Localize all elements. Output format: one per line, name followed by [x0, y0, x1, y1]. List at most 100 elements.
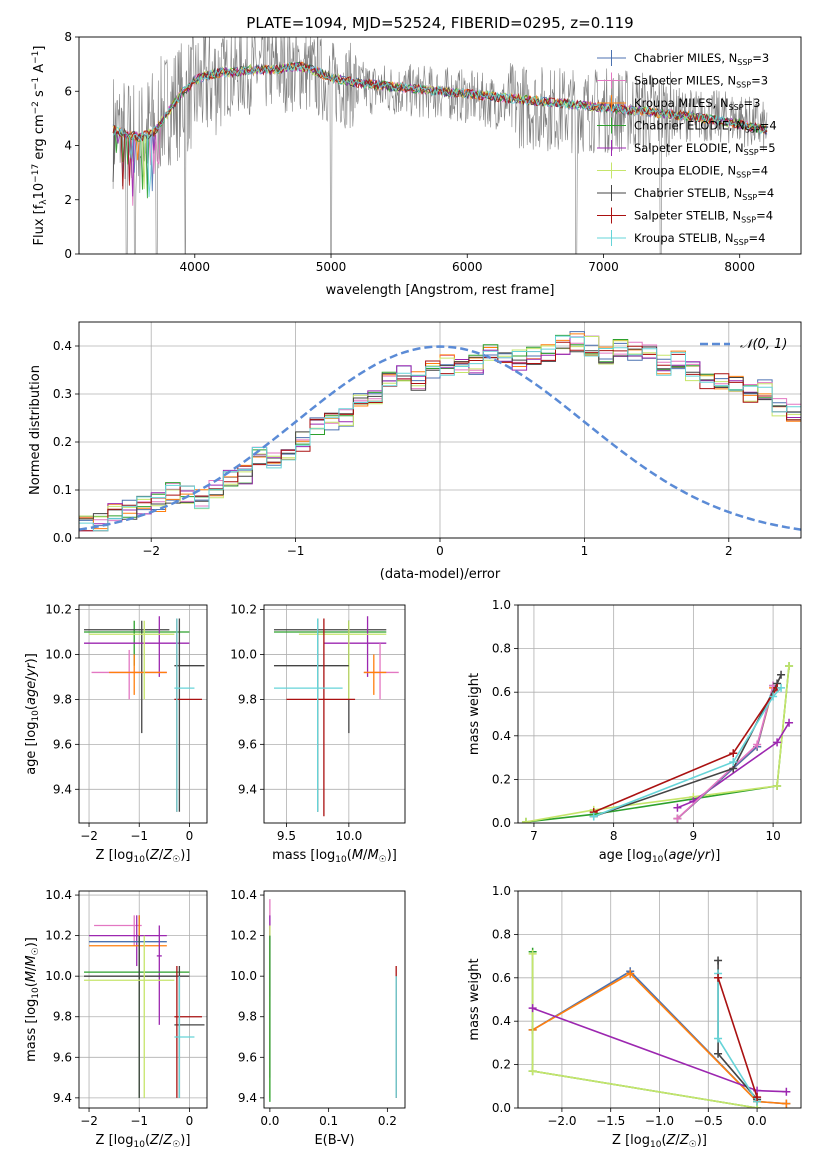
y-tick-label: 9.8 [53, 692, 72, 706]
errorbar-data [84, 616, 205, 812]
y-tick-label: 1.0 [492, 884, 511, 898]
massweight-line [677, 722, 790, 809]
x-tick-label: 6000 [452, 260, 483, 274]
x-axis-label: E(B-V) [314, 1133, 354, 1148]
legend-entry-label: 𝒩(0, 1) [740, 337, 787, 352]
axes-frame [78, 321, 802, 539]
x-tick-label: 9 [690, 829, 698, 843]
x-axis-label: mass [log10(M/M☉)] [272, 848, 397, 865]
massweight-marker [714, 1049, 723, 1058]
y-tick-label: 10.4 [230, 888, 257, 902]
histogram-step-chabrier-stelib [79, 346, 801, 520]
massweight-marker [673, 803, 682, 812]
figure-title: PLATE=1094, MJD=52524, FIBERID=0295, z=0… [246, 14, 633, 32]
x-tick-label: 0.1 [319, 1114, 338, 1128]
massweight-marker [729, 749, 738, 758]
massweight-line [531, 951, 758, 1108]
x-tick-label: 10 [765, 829, 780, 843]
massweight-marker [777, 670, 786, 679]
y-tick-label: 10.2 [230, 602, 257, 616]
y-tick-label: 10.0 [230, 647, 257, 661]
legend-entry-label: Chabrier ELODIE, NSSP=4 [634, 119, 777, 135]
x-tick-label: −2 [80, 1114, 98, 1128]
massweight-marker [753, 740, 762, 749]
y-tick-label: 9.6 [53, 1050, 72, 1064]
x-tick-label: 0.0 [260, 1114, 279, 1128]
x-tick-label: −2 [142, 544, 160, 558]
y-tick-label: 0.2 [492, 772, 511, 786]
x-tick-label: 0 [436, 544, 444, 558]
y-tick-label: 0.0 [492, 816, 511, 830]
x-tick-label: 0 [186, 1114, 194, 1128]
massweight-marker [769, 692, 778, 701]
y-tick-label: 2 [64, 193, 72, 207]
histogram-step-salpeter-miles [79, 341, 801, 522]
x-tick-label: −1 [130, 829, 148, 843]
massweight-line [525, 665, 790, 823]
y-tick-label: 9.8 [53, 1010, 72, 1024]
panel-mass_vs_EBV: 0.0 0.1 0.2 9.4 9.6 9.8 10.0 10.2 10.4 E(B-V) [230, 888, 406, 1148]
histogram-step-kroupa-elodie [79, 336, 801, 518]
massweight-marker [773, 738, 782, 747]
massweight-marker [714, 956, 723, 965]
x-tick-label: 0.2 [378, 1114, 397, 1128]
massweight-marker [528, 1067, 537, 1076]
massweight-marker [782, 1099, 791, 1108]
x-tick-label: 2 [725, 544, 733, 558]
axes-frame [263, 604, 406, 824]
massweight-marker [729, 757, 738, 766]
y-tick-label: 9.4 [238, 782, 257, 796]
legend-entry-label: Kroupa STELIB, NSSP=4 [634, 231, 765, 247]
y-tick-label: 10.4 [45, 888, 72, 902]
massweight-marker [589, 812, 598, 821]
x-tick-label: −1.5 [596, 1114, 625, 1128]
axes-frame [78, 890, 208, 1109]
legend-entry-label: Salpeter ELODIE, NSSP=5 [634, 141, 776, 157]
massweight-data [521, 662, 794, 823]
massweight-marker [773, 781, 782, 790]
legend-entry-label: Salpeter STELIB, NSSP=4 [634, 209, 773, 225]
axes-frame [78, 36, 802, 255]
massweight-marker [528, 949, 537, 958]
x-tick-label: 8000 [724, 260, 755, 274]
legend-entry-label: Salpeter MILES, NSSP=3 [634, 74, 768, 90]
y-tick-label: 4 [64, 139, 72, 153]
y-axis-label: Flux [fλ10−17 erg cm−2 s−1 A−1] [31, 46, 49, 246]
y-tick-label: 10.2 [45, 929, 72, 943]
legend-entry-label: Kroupa ELODIE, NSSP=4 [634, 164, 768, 180]
histogram-data [79, 331, 801, 532]
x-axis-label: Z [log10(Z/Z☉)] [612, 1133, 707, 1150]
x-tick-label: −1 [130, 1114, 148, 1128]
y-tick-label: 6 [64, 84, 72, 98]
y-tick-label: 10.0 [230, 969, 257, 983]
spectrum-data [112, 37, 768, 254]
y-axis-label: age [log10(age/yr)] [24, 653, 41, 775]
massweight-line [532, 972, 787, 1105]
x-tick-label: 0.0 [748, 1114, 767, 1128]
axes-frame [517, 604, 802, 824]
y-tick-label: 0.4 [492, 1014, 511, 1028]
y-tick-label: 0.2 [492, 1058, 511, 1072]
panel-age_vs_Z: −2 −1 0 9.4 9.6 9.8 10.0 10.2 Z [log10(Z/Z☉)] age… [24, 602, 208, 865]
normal-curve [79, 345, 801, 531]
y-tick-label: 10.0 [45, 647, 72, 661]
y-axis-label: mass weight [467, 958, 482, 1040]
x-axis-label: Z [log10(Z/Z☉)] [96, 848, 191, 865]
x-tick-label: −1.0 [645, 1114, 674, 1128]
errorbar-data [273, 616, 399, 817]
panel-residual_hist: −2 −1 0 1 2 0.0 0.1 0.2 0.3 0.4 𝒩(0, 1) (data-model… [28, 321, 802, 582]
massweight-marker [714, 1034, 723, 1043]
panel-massweight_vs_Z: −2.0 −1.5 −1.0 −0.5 0.0 0.0 0.2 0.4 0.6 0.8 1.0 Z [… [467, 884, 802, 1150]
y-axis-label: Normed distribution [28, 365, 43, 495]
y-tick-label: 0.6 [492, 971, 511, 985]
y-tick-label: 0.1 [53, 483, 72, 497]
x-tick-label: −2 [80, 829, 98, 843]
massweight-marker [626, 969, 635, 978]
x-tick-label: −1 [287, 544, 305, 558]
model-line-kroupa-stelib [112, 62, 768, 198]
axes-frame [517, 890, 802, 1109]
y-tick-label: 0.2 [53, 435, 72, 449]
axes-frame [78, 604, 208, 824]
